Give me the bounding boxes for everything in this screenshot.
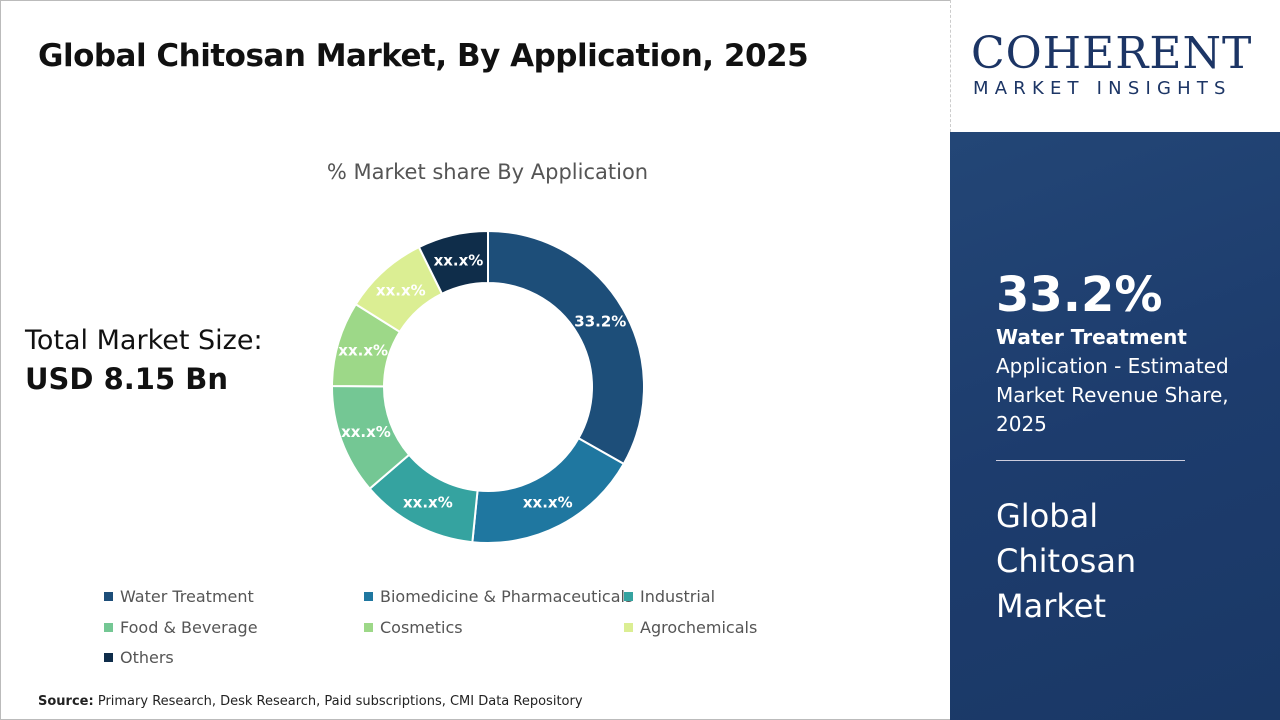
- legend-swatch: [364, 623, 373, 632]
- donut-slice-biomedicine-pharmaceuticals: [471, 436, 626, 544]
- legend-item: Agrochemicals: [624, 618, 757, 637]
- page-title: Global Chitosan Market, By Application, …: [38, 38, 809, 74]
- donut-chart: 33.2% xx.x% xx.x% xx.x% xx.x% xx.x% xx.x%: [330, 229, 645, 544]
- source-note: Source: Primary Research, Desk Research,…: [38, 694, 583, 709]
- legend-item: Biomedicine & Pharmaceuticals: [364, 587, 633, 606]
- legend-swatch: [104, 623, 113, 632]
- legend-item: Industrial: [624, 587, 715, 606]
- legend-item: Others: [104, 648, 174, 667]
- slice-label: xx.x%: [403, 493, 453, 511]
- source-label: Source:: [38, 694, 94, 709]
- legend-label: Water Treatment: [120, 587, 254, 606]
- slice-label: xx.x%: [376, 282, 426, 300]
- legend-label: Biomedicine & Pharmaceuticals: [380, 587, 634, 606]
- legend-swatch: [624, 592, 633, 601]
- legend-label: Food & Beverage: [120, 618, 258, 637]
- donut-slice-water-treatment: [487, 229, 645, 466]
- logo: COHERENT MARKET INSIGHTS: [950, 0, 1280, 132]
- total-market-size-label: Total Market Size:: [25, 325, 263, 356]
- total-market-size-value: USD 8.15 Bn: [25, 362, 228, 396]
- legend-swatch: [104, 592, 113, 601]
- donut-slice-others: [417, 229, 489, 296]
- legend-swatch: [624, 623, 633, 632]
- market-name: Global Chitosan Market: [996, 497, 1137, 625]
- legend-item: Water Treatment: [104, 587, 254, 606]
- slice-label: xx.x%: [434, 251, 484, 269]
- slice-label: xx.x%: [338, 342, 388, 360]
- logo-main-text: COHERENT: [971, 28, 1253, 79]
- highlight-description: Application - Estimated Market Revenue S…: [996, 354, 1229, 436]
- legend-swatch: [104, 653, 113, 662]
- legend-label: Agrochemicals: [640, 618, 758, 637]
- legend-item: Food & Beverage: [104, 618, 258, 637]
- highlight-percent: 33.2%: [996, 267, 1163, 323]
- legend-swatch: [364, 592, 373, 601]
- slice-label: xx.x%: [523, 493, 573, 511]
- legend-item: Cosmetics: [364, 618, 463, 637]
- slice-label: xx.x%: [341, 423, 391, 441]
- slice-label: 33.2%: [574, 313, 626, 331]
- divider: [996, 460, 1185, 461]
- legend-label: Others: [120, 648, 174, 667]
- logo-sub-text: MARKET INSIGHTS: [973, 78, 1232, 99]
- legend-label: Cosmetics: [380, 618, 463, 637]
- highlight-segment: Water Treatment: [996, 325, 1187, 349]
- legend-label: Industrial: [640, 587, 716, 606]
- source-text: Primary Research, Desk Research, Paid su…: [97, 694, 583, 709]
- chart-title: % Market share By Application: [326, 160, 649, 184]
- highlight-panel: 33.2% Water Treatment Application - Esti…: [950, 132, 1280, 720]
